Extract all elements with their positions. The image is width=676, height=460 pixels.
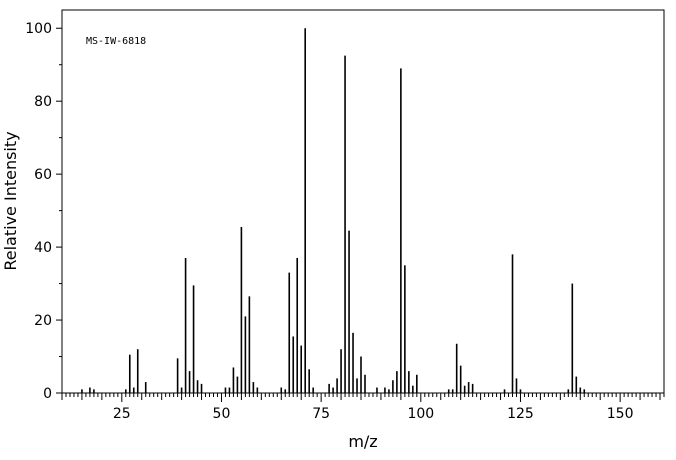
y-axis-label: Relative Intensity bbox=[1, 131, 20, 270]
y-tick-label: 20 bbox=[34, 313, 52, 329]
y-axis-ticks: 0 20 40 60 80 100 bbox=[25, 21, 62, 402]
x-tick-label: 150 bbox=[607, 406, 634, 422]
y-tick-label: 0 bbox=[43, 386, 52, 402]
x-tick-label: 25 bbox=[113, 406, 131, 422]
y-tick-label: 100 bbox=[25, 21, 52, 37]
plot-frame bbox=[61, 9, 665, 394]
y-tick-label: 40 bbox=[34, 240, 52, 256]
x-tick-label: 125 bbox=[507, 406, 534, 422]
spectrum-bars bbox=[81, 28, 586, 393]
spectrum-id-annotation: MS-IW-6818 bbox=[86, 36, 146, 47]
y-tick-label: 60 bbox=[34, 167, 52, 183]
x-tick-label: 50 bbox=[213, 406, 231, 422]
y-tick-label: 80 bbox=[34, 94, 52, 110]
x-axis-label: m/z bbox=[348, 432, 377, 451]
x-tick-label: 100 bbox=[407, 406, 434, 422]
x-tick-label: 75 bbox=[312, 406, 330, 422]
x-axis-ticks: 25 50 75 100 125 150 bbox=[61, 393, 665, 422]
